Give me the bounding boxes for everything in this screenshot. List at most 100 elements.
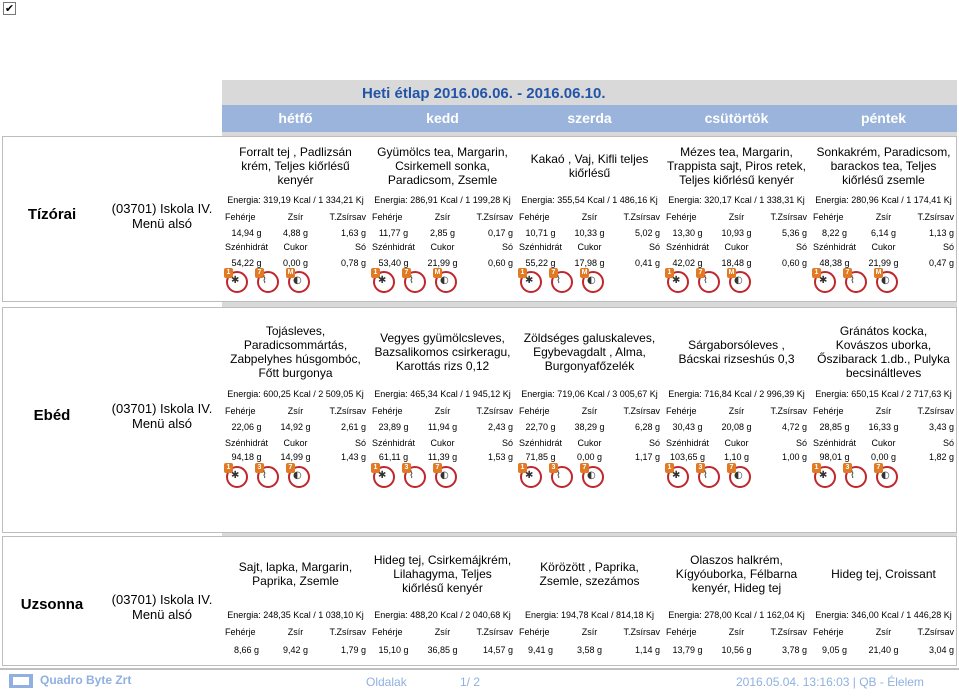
nutrient-header: Cukor bbox=[283, 438, 308, 448]
allergen-icon: 3 ⌇ bbox=[255, 463, 280, 488]
nutrient-value: 20,08 g bbox=[721, 422, 752, 432]
allergen-icon: 1 ✱ bbox=[518, 268, 543, 293]
allergen-group: 1 ✱ 7 ⌇ M ◐ bbox=[663, 268, 810, 293]
allergen-code: 1 bbox=[665, 268, 674, 278]
allergen-icon: M ◐ bbox=[580, 268, 605, 293]
nutrient-header: Zsír bbox=[728, 406, 745, 416]
allergen-icon: 7 ⌇ bbox=[696, 268, 721, 293]
footer: Quadro Byte Zrt Oldalak 1/ 2 2016.05.04.… bbox=[0, 668, 959, 697]
nutrient-value: 14,94 g bbox=[231, 228, 262, 238]
nutrient-value: 3,04 g bbox=[928, 645, 954, 655]
nutrient-header-row: Szénhidrát Cukor Só Szénhidrát Cukor Só Szénhi… bbox=[222, 438, 957, 448]
nutrient-value: 13,79 g bbox=[672, 645, 703, 655]
nutrient-header: Cukor bbox=[430, 438, 455, 448]
nutrient-value: 2,61 g bbox=[340, 422, 366, 432]
energy-value: Energia: 716,84 Kcal / 2 996,39 Kj bbox=[668, 389, 805, 399]
nutrient-header: Zsír bbox=[581, 627, 598, 637]
day-wednesday: szerda bbox=[567, 110, 612, 126]
nutrient-header: T.Zsírsav bbox=[917, 627, 954, 637]
nutrient-value: 0,60 g bbox=[781, 258, 807, 268]
meal-provider: (03701) Iskola IV. Menü alsó bbox=[111, 201, 213, 231]
nutrient-header-row: Szénhidrát Cukor Só Szénhidrát Cukor Só Szénhi… bbox=[222, 242, 957, 252]
allergen-code: 1 bbox=[518, 463, 527, 473]
nutrient-value: 9,41 g bbox=[527, 645, 554, 655]
day-friday: péntek bbox=[860, 110, 907, 126]
nutrient-value: 61,11 g bbox=[378, 452, 409, 462]
nutrient-header: Zsír bbox=[581, 212, 598, 222]
nutrient-value: 16,33 g bbox=[868, 422, 899, 432]
nutrient-header: T.Zsírsav bbox=[770, 406, 807, 416]
allergen-code: 7 bbox=[286, 463, 295, 473]
allergen-icon: 3 ⌇ bbox=[549, 463, 574, 488]
nutrient-header: T.Zsírsav bbox=[476, 406, 513, 416]
energy-value: Energia: 319,19 Kcal / 1 334,21 Kj bbox=[227, 195, 364, 205]
allergen-icon: 1 ✱ bbox=[224, 463, 249, 488]
nutrient-value: 0,41 g bbox=[634, 258, 660, 268]
allergen-group: 1 ✱ 7 ⌇ M ◐ bbox=[810, 268, 957, 293]
menu-item: Mézes tea, Margarin, Trappista sajt, Pir… bbox=[667, 145, 806, 187]
allergen-icon: 1 ✱ bbox=[812, 463, 837, 488]
nutrient-value: 0,00 g bbox=[870, 452, 897, 462]
nutrient-value: 14,92 g bbox=[280, 422, 311, 432]
nutrient-value: 4,72 g bbox=[781, 422, 807, 432]
nutrient-value-row: 94,18 g 14,99 g 1,43 g 61,11 g 11,39 g 1,53 g… bbox=[222, 452, 957, 462]
meal-name: Uzsonna bbox=[20, 596, 84, 613]
meal-name: Tízórai bbox=[27, 206, 77, 223]
energy-value: Energia: 346,00 Kcal / 1 446,28 Kj bbox=[815, 610, 952, 620]
nutrient-header: Fehérje bbox=[225, 627, 256, 637]
nutrient-value: 22,06 g bbox=[231, 422, 262, 432]
allergen-code: 1 bbox=[371, 463, 380, 473]
nutrient-value: 14,99 g bbox=[280, 452, 311, 462]
nutrient-value-row: 54,22 g 0,00 g 0,78 g 53,40 g 21,99 g 0,60 g 5… bbox=[222, 258, 957, 268]
nutrient-header: Só bbox=[648, 438, 660, 448]
nutrient-header: Zsír bbox=[287, 212, 304, 222]
nutrient-value: 15,10 g bbox=[378, 645, 409, 655]
nutrient-value: 94,18 g bbox=[231, 452, 262, 462]
nutrient-value: 1,00 g bbox=[781, 452, 807, 462]
nutrient-header: Fehérje bbox=[813, 627, 844, 637]
nutrient-value: 1,82 g bbox=[928, 452, 954, 462]
energy-value: Energia: 600,25 Kcal / 2 509,05 Kj bbox=[227, 389, 364, 399]
page-title: Heti étlap 2016.06.06. - 2016.06.10. bbox=[362, 85, 606, 102]
allergen-group: 1 ✱ 3 ⌇ 7 ◐ bbox=[516, 463, 663, 488]
nutrient-header: Cukor bbox=[430, 242, 455, 252]
allergen-code: 1 bbox=[371, 268, 380, 278]
nutrient-header: Só bbox=[942, 438, 954, 448]
nutrient-header-row: Fehérje Zsír T.Zsírsav Fehérje Zsír T.Zsírsav… bbox=[222, 406, 957, 416]
nutrient-value: 1,17 g bbox=[634, 452, 660, 462]
nutrient-header: T.Zsírsav bbox=[329, 406, 366, 416]
nutrient-value: 55,22 g bbox=[525, 258, 556, 268]
nutrient-value: 5,36 g bbox=[781, 228, 807, 238]
nutrient-value: 10,56 g bbox=[721, 645, 752, 655]
nutrient-value: 28,85 g bbox=[819, 422, 850, 432]
nutrient-header: Só bbox=[501, 242, 513, 252]
nutrient-header: T.Zsírsav bbox=[917, 406, 954, 416]
nutrient-header: Zsír bbox=[728, 212, 745, 222]
nutrient-header: Só bbox=[942, 242, 954, 252]
nutrient-value: 6,28 g bbox=[634, 422, 660, 432]
allergen-group: 1 ✱ 3 ⌇ 7 ◐ bbox=[369, 463, 516, 488]
allergen-code: 7 bbox=[255, 268, 264, 278]
allergen-icon: 7 ⌇ bbox=[843, 268, 868, 293]
menu-item: Sárgaborsóleves , Bácskai rizseshús 0,3 bbox=[678, 338, 795, 366]
energy-value: Energia: 320,17 Kcal / 1 338,31 Kj bbox=[668, 195, 805, 205]
energy-value: Energia: 194,78 Kcal / 814,18 Kj bbox=[524, 610, 655, 620]
nutrient-header: T.Zsírsav bbox=[623, 627, 660, 637]
nutrient-value: 6,14 g bbox=[870, 228, 897, 238]
energy-value: Energia: 488,20 Kcal / 2 040,68 Kj bbox=[374, 610, 511, 620]
nutrient-value: 10,93 g bbox=[721, 228, 752, 238]
energy-value: Energia: 248,35 Kcal / 1 038,10 Kj bbox=[227, 610, 364, 620]
nutrient-value: 17,98 g bbox=[574, 258, 605, 268]
brand-logo-icon bbox=[9, 674, 33, 688]
allergen-icon: 7 ◐ bbox=[580, 463, 605, 488]
nutrient-value: 11,94 g bbox=[427, 422, 458, 432]
nutrient-value: 38,29 g bbox=[574, 422, 605, 432]
nutrient-header: Fehérje bbox=[372, 212, 403, 222]
checkbox[interactable]: ✔ bbox=[3, 2, 16, 15]
nutrient-header: Zsír bbox=[287, 406, 304, 416]
nutrient-value: 5,02 g bbox=[634, 228, 660, 238]
nutrient-value: 11,39 g bbox=[427, 452, 458, 462]
menu-item: Hideg tej, Croissant bbox=[831, 567, 936, 581]
menu-item: Kakaó , Vaj, Kifli teljes kiőrlésű bbox=[530, 152, 649, 180]
menu-item: Gránátos kocka, Kovászos uborka, Őszibar… bbox=[817, 324, 950, 380]
